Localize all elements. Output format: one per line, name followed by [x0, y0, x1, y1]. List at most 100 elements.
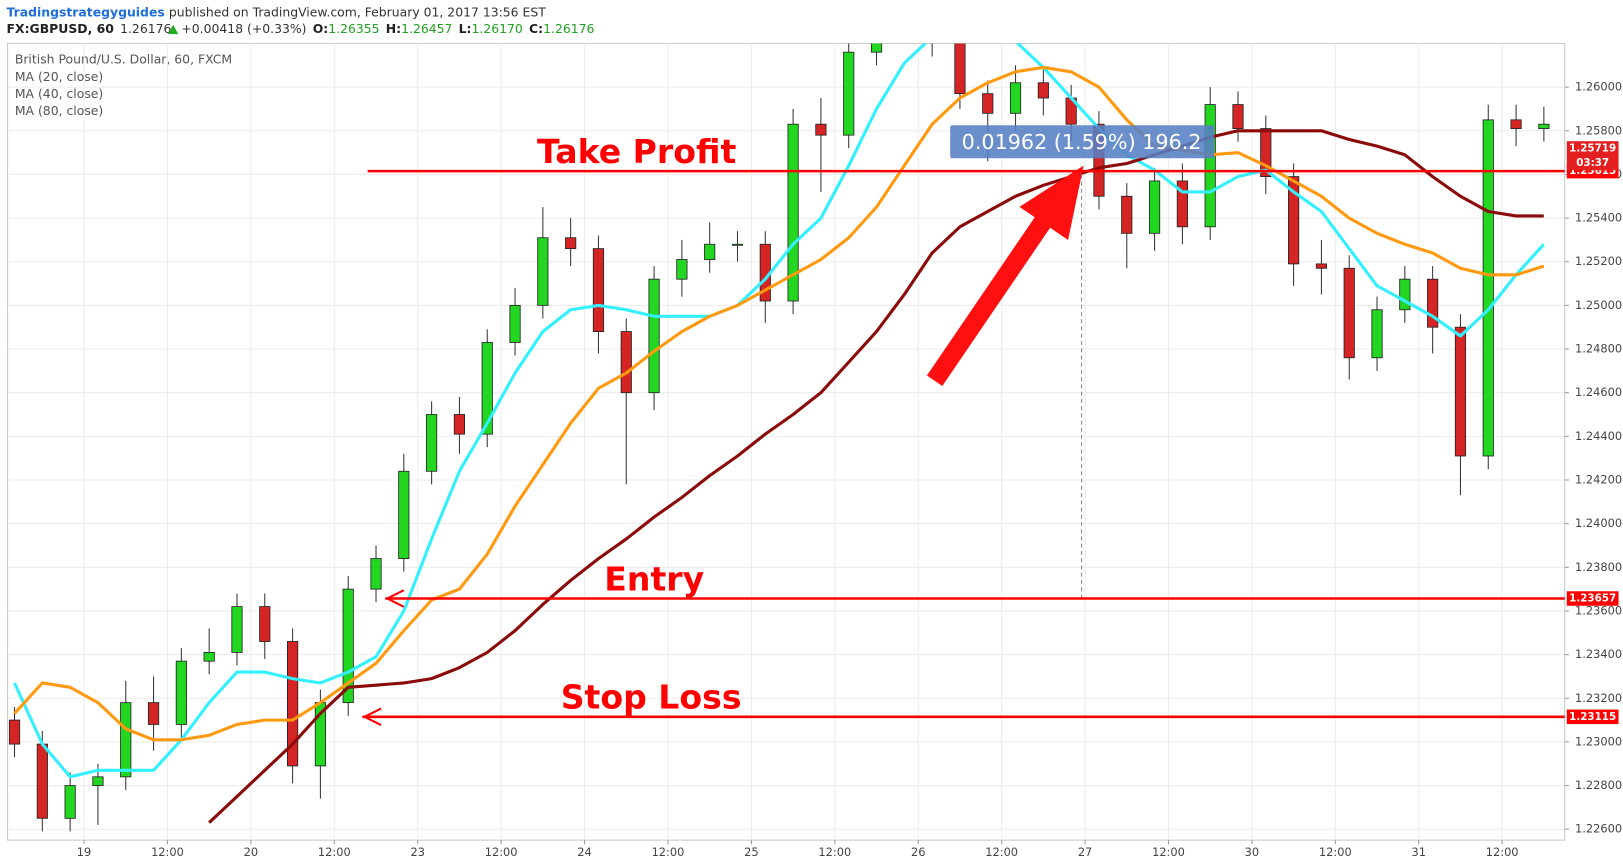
price-tag [1566, 709, 1619, 725]
candle-body [1093, 123, 1105, 197]
legend-entry: MA (80, close) [15, 103, 103, 118]
level-label: Stop Loss [561, 678, 742, 717]
x-tick-label: 12:00 [1319, 845, 1352, 859]
plot-area [7, 43, 1565, 841]
published: published on TradingView.com, February 0… [169, 4, 546, 19]
candle-body [120, 702, 132, 778]
candle-body [92, 776, 104, 786]
candle-body [1204, 104, 1216, 228]
arrow-head [1019, 165, 1084, 241]
y-tick-label: 1.24200 [1575, 472, 1622, 486]
y-tick-label: 1.24800 [1575, 342, 1622, 356]
candle-body [453, 414, 466, 435]
plot-frame [7, 42, 1566, 841]
quote-value: 1.26457 [401, 20, 452, 35]
candle-body [231, 606, 243, 653]
candle-body [648, 278, 660, 394]
quote-name: O: [313, 20, 329, 35]
candle-body [1454, 326, 1467, 457]
x-tick-label: 12:00 [985, 845, 1018, 859]
measure-box [950, 125, 1215, 159]
x-tick-label: 12:00 [818, 845, 851, 859]
x-tick-label: 31 [1411, 845, 1425, 859]
quote-line: FX:GBPUSD, 60 1.26176 [7, 20, 172, 35]
quote-detail: +0.00418 (+0.33%) O:1.26355 H:1.26457 L:1.2… [181, 20, 594, 35]
candle-body [1315, 263, 1328, 269]
legend-entry: MA (40, close) [15, 86, 103, 101]
candle-body [620, 331, 632, 394]
candle-body [982, 93, 994, 114]
quote-value: 1.26355 [328, 20, 379, 35]
y-tick-label: 1.23400 [1575, 647, 1622, 661]
candle-body [342, 588, 354, 704]
candle-body [870, 43, 883, 53]
ma-line [13, 65, 1545, 742]
x-tick-label: 24 [577, 845, 591, 859]
y-tick-label: 1.24400 [1575, 429, 1622, 443]
y-tick-label: 1.25000 [1575, 298, 1622, 312]
candle-body [1148, 180, 1161, 234]
arrow-shaft [926, 209, 1056, 386]
candle-body [147, 702, 160, 725]
candle-body [1260, 128, 1272, 178]
x-tick-label: 12:00 [652, 845, 685, 859]
price-tag-label: 1.23115 [1569, 711, 1616, 723]
candle-body [815, 123, 827, 136]
header-line: Tradingstrategyguides published on Tradin… [7, 4, 547, 19]
quote-name: H: [386, 20, 401, 35]
candle-body [36, 743, 48, 819]
x-tick-label: 12:00 [151, 845, 184, 859]
publisher[interactable]: Tradingstrategyguides [7, 4, 165, 19]
symbol: FX:GBPUSD, 60 [7, 20, 115, 35]
change: +0.00418 (+0.33%) [181, 20, 306, 35]
candle-body [259, 606, 271, 642]
candle-body [1121, 195, 1133, 234]
candle-body [676, 259, 688, 280]
candle-body [1371, 309, 1383, 359]
candle-body [8, 719, 21, 745]
quote-value: 1.26170 [472, 20, 523, 35]
y-tick-label: 1.22800 [1575, 778, 1622, 792]
legend-entry: MA (20, close) [15, 69, 103, 84]
level-label: Take Profit [537, 132, 737, 171]
legend-title: British Pound/U.S. Dollar, 60, FXCM [15, 52, 232, 67]
candle-body [398, 470, 410, 559]
quote-value: 1.26176 [543, 20, 594, 35]
candle-body [1009, 82, 1022, 114]
candle-body [1510, 119, 1522, 129]
quote-name: L: [459, 20, 472, 35]
candle-body [1399, 278, 1411, 311]
candle-body [592, 248, 605, 332]
candle-body [426, 414, 438, 472]
x-tick-label: 23 [410, 845, 424, 859]
countdown-label: 03:37 [1576, 157, 1609, 169]
up-triangle [167, 24, 179, 35]
candle-body [481, 342, 493, 435]
x-tick-label: 12:00 [1486, 845, 1519, 859]
price-tag [1566, 591, 1619, 606]
candle-body [370, 558, 382, 590]
candle-body [1343, 267, 1355, 359]
ma-line [208, 129, 1544, 824]
ma-line [13, 43, 1545, 779]
y-tick-label: 1.23600 [1575, 603, 1622, 617]
y-tick-label: 1.25400 [1575, 211, 1622, 225]
x-tick-label: 26 [911, 845, 925, 859]
x-tick-label: 12:00 [1152, 845, 1185, 859]
candle-body [1288, 176, 1300, 265]
x-tick-label: 12:00 [318, 845, 351, 859]
candle-body [565, 237, 577, 250]
x-tick-label: 12:00 [485, 845, 518, 859]
candle-body [64, 785, 76, 819]
candle-body [1176, 180, 1188, 228]
candle-body [1037, 82, 1049, 99]
x-tick-label: 20 [244, 845, 258, 859]
y-tick-label: 1.24000 [1575, 516, 1622, 530]
price-tag-label: 1.23657 [1569, 593, 1616, 605]
level-arrow [384, 589, 405, 608]
x-tick-label: 27 [1078, 845, 1092, 859]
candle-body [1482, 119, 1494, 457]
candle-body [287, 641, 299, 767]
x-tick-label: 30 [1245, 845, 1259, 859]
candle-body [203, 652, 215, 662]
